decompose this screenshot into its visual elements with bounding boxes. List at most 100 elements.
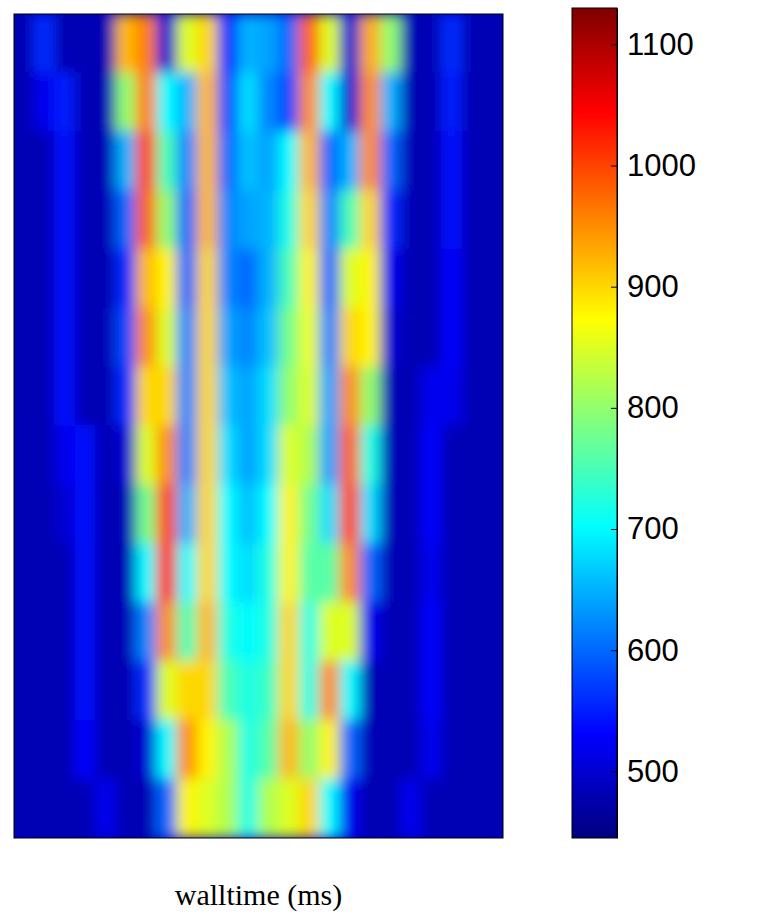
heatmap-cell [115, 72, 136, 132]
heatmap-cell [482, 72, 503, 132]
heatmap-cell [34, 602, 55, 662]
heatmap-cell [462, 779, 483, 838]
heatmap-cell [14, 484, 35, 544]
heatmap-cell [197, 484, 218, 544]
heatmap-cell [136, 426, 157, 486]
heatmap-cell [197, 426, 218, 486]
heatmap-cell [319, 14, 340, 73]
heatmap-cell [380, 367, 401, 427]
heatmap-cell [54, 14, 75, 73]
heatmap-cell [299, 249, 320, 309]
heatmap-cell [238, 131, 259, 191]
heatmap-cell [380, 72, 401, 132]
heatmap-cell [156, 367, 177, 427]
heatmap-cell [441, 543, 462, 603]
heatmap-cell [156, 131, 177, 191]
heatmap-cell [115, 367, 136, 427]
colorbar-tick-mark [611, 408, 617, 409]
heatmap-cell [95, 484, 116, 544]
heatmap-cell [278, 131, 299, 191]
heatmap-cell [299, 308, 320, 368]
heatmap-cell [401, 72, 422, 132]
heatmap-cell [319, 249, 340, 309]
heatmap-cell [401, 661, 422, 721]
heatmap-cell [258, 190, 279, 250]
heatmap-cell [441, 249, 462, 309]
heatmap-cell [156, 72, 177, 132]
heatmap-cell [95, 661, 116, 721]
heatmap-cell [462, 602, 483, 662]
heatmap-cell [319, 720, 340, 780]
heatmap-cells [14, 14, 503, 838]
heatmap-cell [136, 72, 157, 132]
heatmap-cell [75, 543, 96, 603]
heatmap-cell [380, 308, 401, 368]
heatmap-cell [197, 720, 218, 780]
heatmap-cell [238, 367, 259, 427]
heatmap-cell [34, 72, 55, 132]
heatmap-cell [217, 720, 238, 780]
heatmap-cell [95, 602, 116, 662]
heatmap-cell [177, 249, 198, 309]
colorbar-tick-label: 500 [627, 754, 679, 789]
colorbar-axis: 50060070080090010001100 [611, 9, 696, 839]
heatmap-cell [136, 367, 157, 427]
heatmap-cell [34, 779, 55, 838]
colorbar-tick-label: 800 [627, 390, 679, 425]
heatmap-cell [360, 131, 381, 191]
heatmap-cell [258, 249, 279, 309]
colorbar [572, 8, 617, 838]
heatmap-cell [54, 661, 75, 721]
heatmap-cell [380, 484, 401, 544]
colorbar-tick: 900 [611, 269, 679, 304]
heatmap-cell [156, 720, 177, 780]
plot-frame [14, 14, 503, 838]
heatmap-cell [156, 426, 177, 486]
heatmap-cell [75, 484, 96, 544]
heatmap-cell [258, 308, 279, 368]
heatmap-cell [217, 602, 238, 662]
heatmap-cell [54, 190, 75, 250]
heatmap-cell [156, 779, 177, 838]
heatmap-cell [441, 131, 462, 191]
heatmap-cell [115, 779, 136, 838]
heatmap-cell [421, 367, 442, 427]
heatmap-cell [462, 661, 483, 721]
heatmap-cell [156, 308, 177, 368]
heatmap-cell [217, 426, 238, 486]
heatmap-cell [482, 14, 503, 73]
colorbar-tick: 800 [611, 390, 679, 425]
heatmap-cell [177, 190, 198, 250]
heatmap-cell [401, 190, 422, 250]
heatmap-cell [156, 484, 177, 544]
heatmap-cell [115, 720, 136, 780]
heatmap-cell [34, 543, 55, 603]
heatmap-cell [115, 190, 136, 250]
heatmap-cell [462, 190, 483, 250]
heatmap-cell [380, 543, 401, 603]
heatmap-cell [258, 367, 279, 427]
heatmap-cell [197, 131, 218, 191]
colorbar-tick: 1100 [611, 27, 694, 62]
heatmap-cell [177, 72, 198, 132]
heatmap-cell [278, 720, 299, 780]
colorbar-tick-mark [611, 44, 617, 45]
heatmap-cell [75, 661, 96, 721]
heatmap-background [14, 14, 503, 838]
heatmap-cell [217, 190, 238, 250]
heatmap-cell [401, 14, 422, 73]
heatmap-cell [278, 602, 299, 662]
heatmap-cell [136, 779, 157, 838]
heatmap-cell [360, 484, 381, 544]
heatmap-cell [482, 308, 503, 368]
heatmap-cell [115, 131, 136, 191]
heatmap-cell [421, 308, 442, 368]
heatmap-cell [299, 484, 320, 544]
heatmap-cell [14, 602, 35, 662]
heatmap-cell [401, 484, 422, 544]
heatmap-cell [136, 543, 157, 603]
heatmap-cell [238, 426, 259, 486]
heatmap-cell [441, 190, 462, 250]
heatmap-cell [360, 779, 381, 838]
heatmap-cell [319, 661, 340, 721]
